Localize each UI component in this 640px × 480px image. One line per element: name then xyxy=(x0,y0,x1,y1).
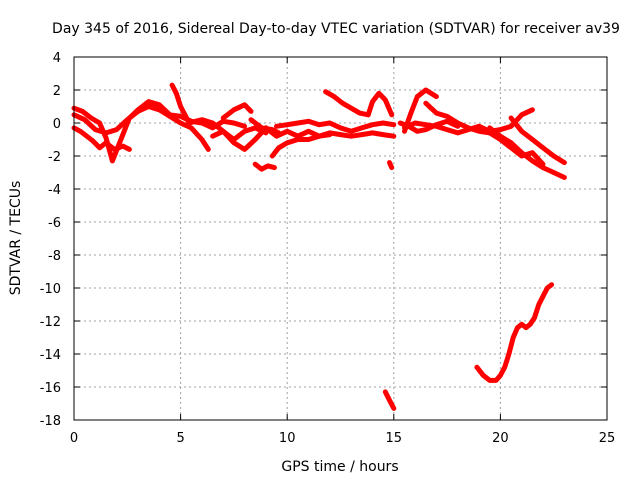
trace-sat-g xyxy=(252,161,277,172)
trace-sat-k xyxy=(323,89,371,118)
trace-sat-c xyxy=(71,104,211,152)
x-tick-label: 10 xyxy=(279,431,296,446)
trace-sat-b xyxy=(71,99,248,164)
y-axis-label: SDTVAR / TECUs xyxy=(8,181,24,296)
x-tick-label: 0 xyxy=(70,431,78,446)
trace-sat-n xyxy=(402,87,439,134)
y-tick-label: -2 xyxy=(48,150,61,165)
x-tick-label: 5 xyxy=(176,431,184,446)
y-tick-label: -12 xyxy=(40,315,61,330)
y-tick-label: -8 xyxy=(48,249,61,264)
grid xyxy=(74,57,607,420)
x-tick-label: 20 xyxy=(492,431,509,446)
trace-sat-t xyxy=(382,389,397,411)
x-tick-label: 25 xyxy=(599,431,616,446)
trace-sat-d xyxy=(169,82,269,142)
trace-sat-i xyxy=(269,130,397,159)
y-tick-label: -6 xyxy=(48,216,61,231)
y-tick-label: 0 xyxy=(53,117,61,132)
trace-sat-e xyxy=(210,125,333,152)
y-tick-label: -16 xyxy=(40,381,61,396)
chart-title: Day 345 of 2016, Sidereal Day-to-day VTE… xyxy=(52,21,620,37)
trace-sat-f xyxy=(220,102,254,121)
plot-frame xyxy=(73,56,608,421)
x-axis-label: GPS time / hours xyxy=(281,459,398,475)
data-series xyxy=(71,82,567,411)
trace-sat-s xyxy=(387,160,395,171)
y-tick-label: -14 xyxy=(40,348,61,363)
trace-sat-r xyxy=(508,115,567,166)
y-tick-label: -18 xyxy=(40,414,61,429)
y-tick-label: 4 xyxy=(53,51,61,66)
trace-sat-j xyxy=(274,118,397,134)
trace-sat-q xyxy=(487,125,567,180)
trace-sat-u xyxy=(474,282,555,383)
x-tick-label: 15 xyxy=(386,431,403,446)
y-tick-label: 2 xyxy=(53,84,61,99)
trace-sat-l xyxy=(365,90,395,118)
y-tick-label: -10 xyxy=(40,282,61,297)
y-tick-label: -4 xyxy=(48,183,61,198)
trace-sat-h xyxy=(248,117,282,136)
